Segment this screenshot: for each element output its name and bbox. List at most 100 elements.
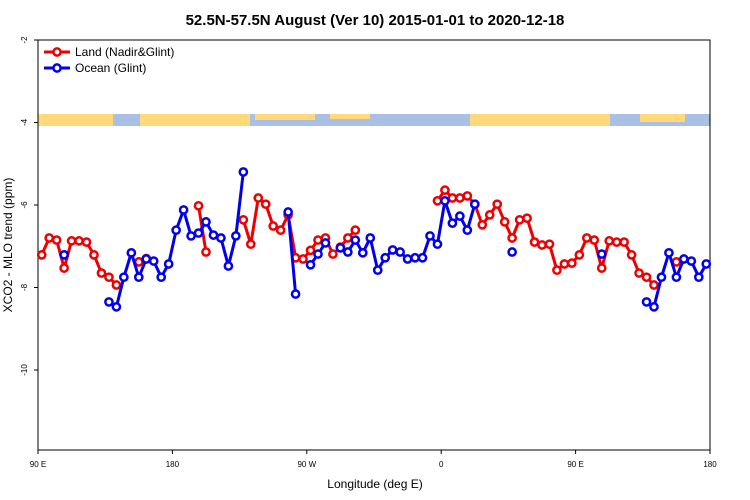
point <box>156 272 167 283</box>
point <box>268 221 279 231</box>
point <box>51 235 62 245</box>
map-strip <box>38 114 710 126</box>
point <box>604 236 615 246</box>
point <box>223 261 234 271</box>
point <box>440 185 450 195</box>
point <box>74 236 84 246</box>
point <box>305 245 316 256</box>
y-axis-label: XCO2 - MLO trend (ppm) <box>1 178 15 313</box>
point <box>619 237 629 247</box>
point <box>664 247 674 258</box>
point <box>193 200 204 211</box>
point <box>462 225 473 236</box>
point <box>641 272 652 283</box>
point <box>44 233 55 243</box>
legend-marker <box>52 47 62 57</box>
point <box>313 235 323 245</box>
point <box>552 265 562 276</box>
point <box>686 256 697 266</box>
point <box>477 219 488 230</box>
point <box>417 252 428 263</box>
point <box>335 243 346 253</box>
point <box>66 236 77 246</box>
point <box>596 249 607 259</box>
point <box>290 289 301 299</box>
point <box>649 280 659 290</box>
point <box>357 247 368 258</box>
point <box>133 272 144 283</box>
point <box>320 238 331 248</box>
point <box>499 217 510 227</box>
point <box>693 272 704 283</box>
point <box>387 245 398 255</box>
point <box>701 259 712 269</box>
point <box>238 167 249 177</box>
point <box>126 247 137 258</box>
point <box>455 211 465 221</box>
point <box>455 193 465 203</box>
point <box>148 256 159 266</box>
point <box>231 231 241 241</box>
point <box>611 237 622 247</box>
point <box>343 233 353 243</box>
y-tick-label: -2 <box>20 36 29 44</box>
y-tick-label: -4 <box>20 118 29 126</box>
point <box>447 218 458 228</box>
point <box>410 252 420 263</box>
point <box>350 235 361 245</box>
point <box>649 302 659 312</box>
series-line <box>286 211 298 295</box>
y-tick-label: -6 <box>20 201 29 209</box>
point <box>350 225 361 236</box>
point <box>253 193 264 203</box>
point <box>201 217 211 227</box>
point <box>372 265 383 276</box>
point <box>522 213 532 224</box>
point <box>245 239 256 250</box>
point <box>537 240 547 250</box>
point <box>260 199 271 210</box>
point <box>559 259 570 269</box>
point <box>574 250 585 260</box>
plot-frame <box>37 39 711 451</box>
point <box>208 230 219 240</box>
point <box>380 252 391 263</box>
series-line <box>436 187 656 287</box>
point <box>104 297 114 307</box>
point <box>275 225 286 236</box>
point <box>462 191 473 201</box>
y-tick-label: -10 <box>20 364 29 376</box>
legend-marker <box>52 63 62 73</box>
x-tick-label: 180 <box>166 460 180 469</box>
point <box>283 207 293 217</box>
point <box>201 247 211 257</box>
y-tick-label: -8 <box>20 283 29 291</box>
point <box>544 239 555 250</box>
legend-label: Ocean (Glint) <box>75 61 146 75</box>
point <box>432 239 443 250</box>
point <box>104 272 114 283</box>
point <box>238 214 249 225</box>
point <box>432 196 443 206</box>
point <box>507 233 517 243</box>
point <box>343 247 353 257</box>
point <box>119 272 129 283</box>
point <box>298 254 308 264</box>
point <box>641 297 652 307</box>
point <box>529 237 540 247</box>
point <box>425 231 435 241</box>
point <box>59 250 69 260</box>
point <box>81 237 92 247</box>
chart-title: 52.5N-57.5N August (Ver 10) 2015-01-01 t… <box>186 12 565 29</box>
point <box>178 205 189 215</box>
point <box>656 272 667 283</box>
point <box>581 233 592 243</box>
point <box>589 235 600 245</box>
point <box>447 193 458 203</box>
point <box>395 247 405 257</box>
x-tick-label: 180 <box>703 460 717 469</box>
point <box>679 254 689 264</box>
point <box>96 268 107 278</box>
